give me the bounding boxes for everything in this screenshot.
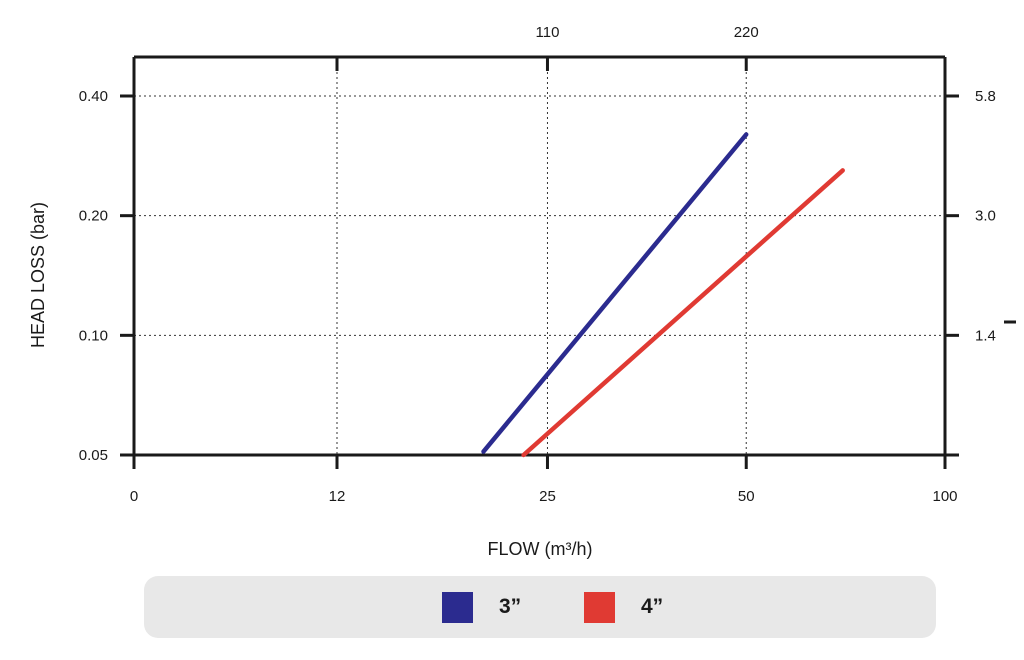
legend-item-4in: 4” [584,591,664,623]
y-tick-label: 0.10 [79,327,108,344]
tick-labels: 0 12 25 50 100 110 220 0.05 0.10 0.20 0.40 1.4 3.0 5.… [79,24,996,505]
x-tick-label: 50 [738,488,755,505]
x-tick-label: 25 [539,488,556,505]
series-lines [481,132,845,458]
right-tick-label: 1.4 [975,327,996,344]
y-tick-label: 0.05 [79,447,108,464]
x-axis-title: FLOW (m³/h) [488,539,593,559]
grid-lines [134,57,945,455]
legend-swatch-4in [584,591,615,623]
y-tick-label: 0.20 [79,208,108,225]
top-tick-label: 110 [536,24,560,41]
right-tick-label: 3.0 [975,208,996,225]
legend: 3” 4” [144,576,936,638]
legend-item-3in: 3” [442,591,522,623]
legend-label-3in: 3” [499,595,522,618]
legend-swatch-3in [442,591,473,623]
series-line-3in [481,132,749,454]
y-tick-label: 0.40 [79,88,108,105]
x-tick-label: 0 [130,488,138,505]
chart-frame [120,55,959,469]
legend-label-4in: 4” [641,595,664,618]
top-tick-label: 220 [734,24,759,41]
y-axis-title: HEAD LOSS (bar) [28,202,48,348]
right-tick-label: 5.8 [975,88,996,105]
series-line-4in [521,168,845,458]
x-tick-label: 100 [932,488,957,505]
x-tick-label: 12 [329,488,346,505]
head-loss-chart: 0 12 25 50 100 110 220 0.05 0.10 0.20 0.40 1.4 3.0 5.… [28,24,1016,559]
